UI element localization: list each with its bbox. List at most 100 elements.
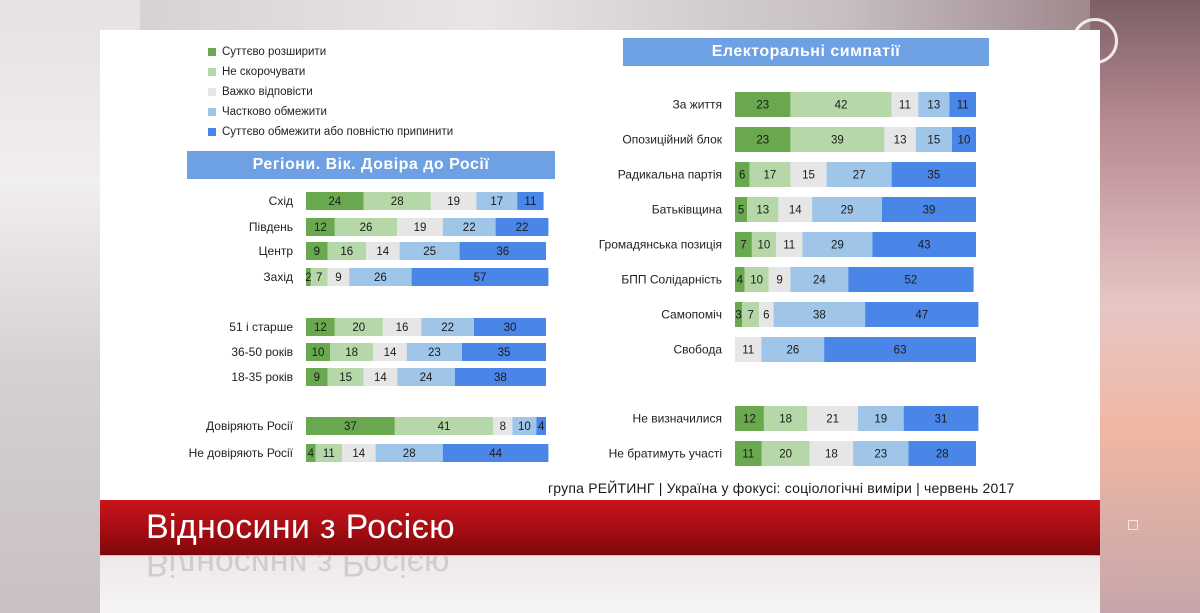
bar-segment	[474, 318, 546, 336]
data-label: 7	[316, 272, 322, 284]
data-label: 14	[789, 205, 802, 217]
legend-swatch	[208, 128, 216, 136]
category-label: БПП Солідарність	[621, 273, 722, 287]
bar-segment	[918, 92, 950, 117]
bar-segment	[735, 441, 762, 466]
legend-label: Частково обмежити	[222, 106, 327, 118]
bar-segment	[742, 302, 760, 327]
data-label: 12	[314, 322, 327, 334]
data-label: 30	[504, 322, 517, 334]
banner-marker-icon	[1128, 520, 1138, 530]
bar-segment	[397, 368, 455, 386]
data-label: 23	[756, 135, 769, 147]
data-label: 11	[957, 100, 969, 112]
bar-segment	[517, 192, 544, 210]
data-label: 15	[339, 372, 352, 384]
data-label: 22	[441, 322, 454, 334]
data-label: 26	[374, 272, 387, 284]
data-label: 19	[414, 222, 427, 234]
bar-segment	[747, 197, 779, 222]
data-label: 20	[779, 449, 792, 461]
legend-item: Суттєво розширити	[208, 42, 453, 62]
data-label: 38	[494, 372, 507, 384]
legend-item: Частково обмежити	[208, 102, 453, 122]
legend-label: Суттєво розширити	[222, 46, 327, 58]
bar-segment	[306, 368, 328, 386]
data-label: 21	[826, 414, 839, 426]
bar-segment	[493, 417, 513, 435]
data-label: 13	[927, 100, 940, 112]
bar-segment	[430, 192, 477, 210]
data-label: 11	[783, 240, 795, 252]
bar-segment	[865, 302, 979, 327]
legend-label: Суттєво обмежити або повністю припинити	[222, 126, 454, 138]
bar-segment	[363, 192, 431, 210]
legend-swatch	[208, 48, 216, 56]
data-label: 13	[756, 205, 769, 217]
banner-title: Відносини з Росією	[146, 508, 455, 546]
data-label: 39	[923, 205, 936, 217]
bar-segment	[512, 417, 537, 435]
bar-segment	[495, 218, 549, 236]
bar-segment	[761, 337, 825, 362]
bar-segment	[454, 368, 546, 386]
bar-segment	[802, 232, 873, 257]
data-label: 3	[735, 310, 741, 322]
data-label: 6	[739, 170, 745, 182]
data-label: 10	[750, 275, 763, 287]
legend-label: Не скорочувати	[222, 66, 306, 78]
data-label: 12	[314, 222, 327, 234]
bar-segment	[310, 268, 328, 286]
data-label: 36	[496, 246, 509, 258]
bar-segment	[459, 242, 546, 260]
bar-segment	[735, 267, 745, 292]
data-label: 35	[498, 347, 511, 359]
data-label: 38	[813, 310, 826, 322]
bar-segment	[773, 302, 866, 327]
legend-item: Важко відповісти	[208, 82, 453, 102]
bar-segment	[327, 368, 364, 386]
bar-segment	[462, 343, 546, 361]
data-label: 15	[802, 170, 815, 182]
data-label: 28	[391, 196, 404, 208]
data-label: 14	[374, 372, 387, 384]
data-label: 24	[328, 196, 341, 208]
bar-segment	[790, 127, 885, 152]
data-label: 18	[825, 449, 838, 461]
bar-segment	[536, 417, 546, 435]
category-label: Громадянська позиція	[599, 238, 722, 252]
bar-segment	[761, 441, 810, 466]
bar-segment	[809, 441, 854, 466]
source-caption: група РЕЙТИНГ | Україна у фокусі: соціол…	[548, 480, 1015, 496]
bar-segment	[306, 218, 335, 236]
bar-segment	[857, 406, 904, 431]
category-label: 36-50 років	[231, 345, 293, 359]
data-label: 4	[737, 275, 744, 287]
background-right	[1090, 0, 1200, 613]
banner-reflection: Відносини з Росією	[100, 556, 1100, 613]
bar-segment	[824, 337, 976, 362]
background-top	[0, 0, 1200, 32]
data-label: 44	[489, 448, 502, 460]
data-label: 23	[756, 100, 769, 112]
data-label: 22	[516, 222, 529, 234]
data-label: 14	[376, 246, 389, 258]
data-label: 9	[314, 372, 320, 384]
data-label: 9	[314, 246, 320, 258]
bar-segment	[306, 242, 328, 260]
bar-segment	[334, 218, 398, 236]
bar-segment	[807, 406, 858, 431]
bar-segment	[848, 267, 974, 292]
data-label: 18	[345, 347, 358, 359]
bar-segment	[306, 417, 395, 435]
bar-segment	[884, 127, 916, 152]
bar-segment	[327, 268, 350, 286]
data-label: 43	[918, 240, 931, 252]
bar-segment	[306, 444, 316, 462]
bar-segment	[315, 444, 342, 462]
bar-segment	[375, 444, 443, 462]
data-label: 29	[831, 240, 844, 252]
data-label: 24	[420, 372, 433, 384]
data-label: 28	[403, 448, 416, 460]
bar-segment	[382, 318, 422, 336]
